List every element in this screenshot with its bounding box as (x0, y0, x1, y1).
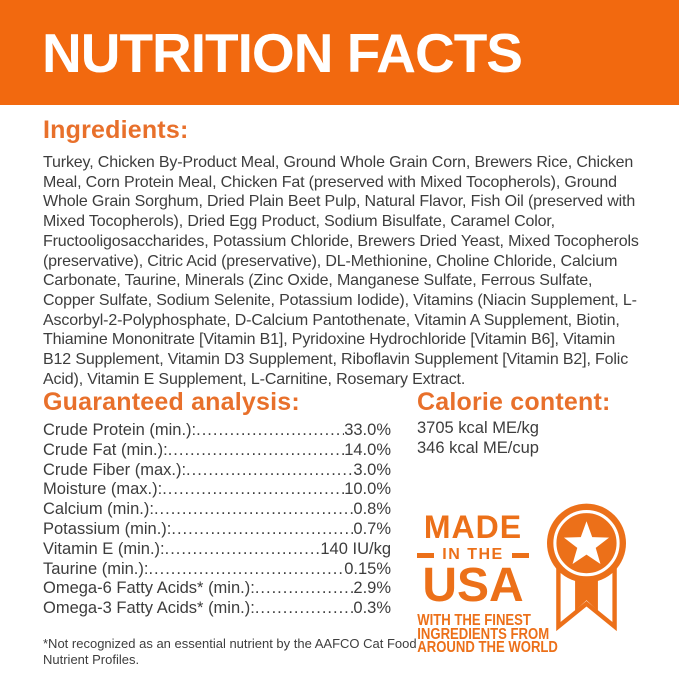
ingredients-paragraph: Turkey, Chicken By-Product Meal, Ground … (43, 154, 639, 388)
dash-right (511, 552, 529, 558)
guaranteed-analysis-heading: Guaranteed analysis: (43, 388, 300, 416)
usa-tagline: WITH THE FINEST INGREDIENTS FROM AROUND … (417, 612, 558, 657)
table-row: Taurine (min.): 0.15% (43, 560, 391, 580)
table-row: Crude Fiber (max.): 3.0% (43, 461, 391, 481)
analysis-label: Moisture (max.): (43, 480, 163, 499)
table-row: Calcium (min.): 0.8% (43, 500, 391, 520)
star-ribbon-icon (547, 503, 626, 632)
table-row: Omega-3 Fatty Acids* (min.): 0.3% (43, 599, 391, 619)
dot-leader (255, 599, 354, 619)
calorie-value-per-cup: 346 kcal ME/cup (417, 438, 539, 457)
analysis-value: 2.9% (353, 579, 391, 598)
analysis-value: 3.0% (353, 460, 391, 479)
tagline-line: INGREDIENTS FROM (417, 625, 550, 643)
tagline-line: AROUND THE WORLD (417, 639, 558, 657)
table-row: Crude Fat (min.): 14.0% (43, 441, 391, 461)
dot-leader (255, 579, 354, 599)
analysis-value: 33.0% (344, 421, 391, 439)
guaranteed-analysis-table: Crude Protein (min.): 33.0% Crude Fat (m… (43, 421, 391, 619)
dot-leader (168, 441, 345, 461)
analysis-value: 0.8% (353, 500, 391, 519)
table-row: Omega-6 Fatty Acids* (min.): 2.9% (43, 579, 391, 599)
analysis-label: Potassium (min.): (43, 519, 172, 538)
dot-leader (154, 500, 353, 520)
dot-leader (148, 560, 344, 580)
made-in-usa-text: MADE IN THE USA WITH THE FINEST INGREDIE… (405, 509, 558, 657)
dot-leader (196, 421, 344, 441)
dot-leader (186, 461, 353, 481)
tagline-line: WITH THE FINEST (417, 612, 531, 630)
dot-leader (171, 520, 353, 540)
dot-leader (162, 480, 344, 500)
in-the-row: IN THE (405, 547, 541, 563)
header-bar: NUTRITION FACTS (0, 0, 679, 105)
in-the-label: IN THE (442, 546, 504, 563)
calorie-content-values: 3705 kcal ME/kg 346 kcal ME/cup (417, 419, 539, 458)
usa-label: USA (422, 559, 524, 612)
table-row: Crude Protein (min.): 33.0% (43, 421, 391, 441)
analysis-value: 0.3% (353, 599, 391, 618)
analysis-label: Omega-3 Fatty Acids* (min.): (43, 599, 255, 618)
analysis-value: 140 IU/kg (320, 539, 391, 558)
calorie-content-heading: Calorie content: (417, 388, 611, 416)
analysis-label: Crude Fat (min.): (43, 440, 168, 459)
table-row: Potassium (min.): 0.7% (43, 520, 391, 540)
calorie-value-per-kg: 3705 kcal ME/kg (417, 419, 539, 437)
footnote: *Not recognized as an essential nutrient… (43, 636, 417, 667)
analysis-label: Crude Protein (min.): (43, 421, 197, 439)
dot-leader (165, 540, 321, 560)
analysis-value: 14.0% (344, 440, 391, 459)
analysis-value: 0.15% (344, 559, 391, 578)
analysis-value: 10.0% (344, 480, 391, 499)
analysis-label: Omega-6 Fatty Acids* (min.): (43, 579, 255, 598)
made-label: MADE (423, 509, 523, 545)
table-row: Moisture (max.): 10.0% (43, 480, 391, 500)
analysis-label: Crude Fiber (max.): (43, 460, 187, 479)
ingredients-heading: Ingredients: (43, 116, 189, 144)
analysis-label: Vitamin E (min.): (43, 539, 165, 558)
page-title: NUTRITION FACTS (42, 21, 523, 84)
table-row: Vitamin E (min.): 140 IU/kg (43, 540, 391, 560)
analysis-value: 0.7% (353, 519, 391, 538)
dash-left (417, 552, 435, 558)
analysis-label: Calcium (min.): (43, 500, 154, 519)
analysis-label: Taurine (min.): (43, 559, 149, 578)
